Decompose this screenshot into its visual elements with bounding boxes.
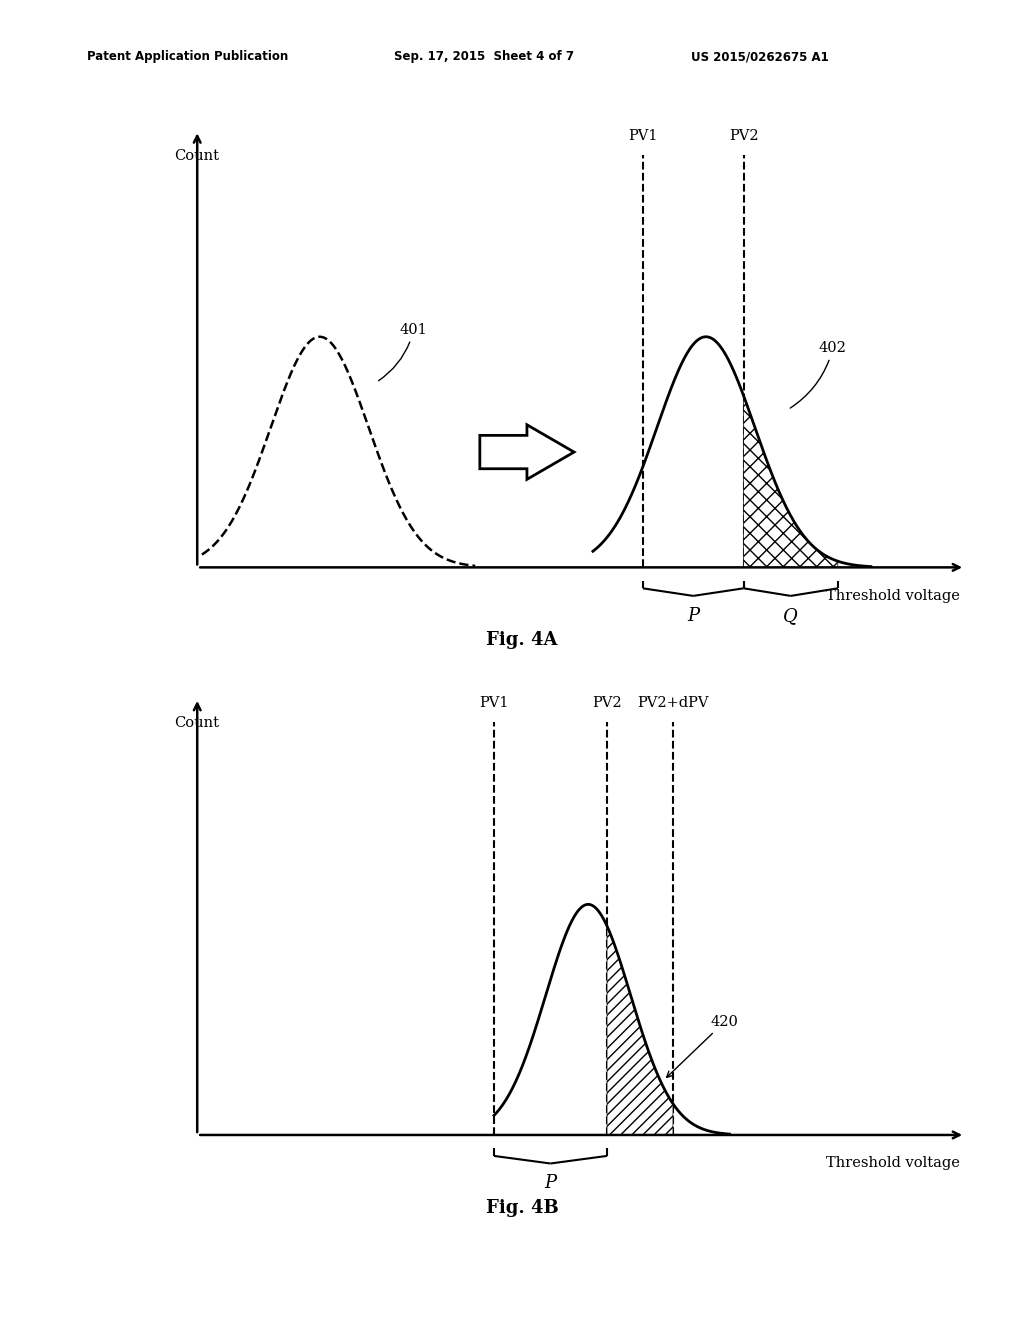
Text: US 2015/0262675 A1: US 2015/0262675 A1 bbox=[691, 50, 829, 63]
Text: PV2: PV2 bbox=[592, 696, 622, 710]
Text: Threshold voltage: Threshold voltage bbox=[826, 589, 961, 603]
Text: Count: Count bbox=[174, 149, 219, 162]
Text: Fig. 4A: Fig. 4A bbox=[486, 631, 558, 649]
Text: 420: 420 bbox=[667, 1015, 738, 1077]
Text: Q: Q bbox=[783, 607, 798, 624]
Text: PV1: PV1 bbox=[628, 128, 657, 143]
Text: Sep. 17, 2015  Sheet 4 of 7: Sep. 17, 2015 Sheet 4 of 7 bbox=[394, 50, 574, 63]
Text: 402: 402 bbox=[791, 341, 847, 408]
Text: Count: Count bbox=[174, 717, 219, 730]
FancyArrow shape bbox=[480, 425, 574, 479]
Text: Patent Application Publication: Patent Application Publication bbox=[87, 50, 289, 63]
Text: 401: 401 bbox=[379, 322, 427, 380]
Text: PV2+dPV: PV2+dPV bbox=[637, 696, 709, 710]
Text: Threshold voltage: Threshold voltage bbox=[826, 1156, 961, 1171]
Text: P: P bbox=[687, 607, 699, 624]
Text: P: P bbox=[545, 1175, 557, 1192]
Text: PV1: PV1 bbox=[479, 696, 509, 710]
Text: Fig. 4B: Fig. 4B bbox=[485, 1199, 559, 1217]
Text: PV2: PV2 bbox=[729, 128, 759, 143]
